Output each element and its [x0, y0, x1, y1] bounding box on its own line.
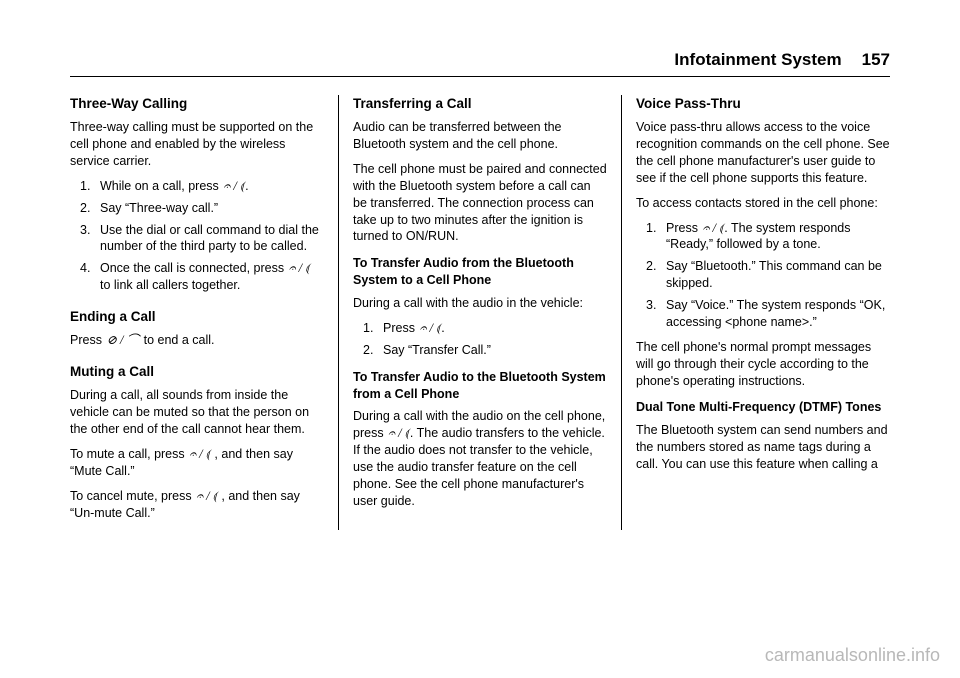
list-item: Press 𝄐 / ⟬.: [353, 320, 607, 337]
list-voice-passthru: Press 𝄐 / ⟬. The system responds “Ready,…: [636, 220, 890, 331]
column-2: Transferring a Call Audio can be transfe…: [339, 95, 622, 530]
para: The cell phone must be paired and connec…: [353, 161, 607, 245]
page-header: Infotainment System 157: [70, 50, 890, 77]
heading-ending: Ending a Call: [70, 308, 324, 326]
para: To access contacts stored in the cell ph…: [636, 195, 890, 212]
list-transfer-from: Press 𝄐 / ⟬. Say “Transfer Call.”: [353, 320, 607, 359]
para: The Bluetooth system can send numbers an…: [636, 422, 890, 473]
talk-icon: 𝄐 / ⟬: [701, 220, 724, 237]
list-item: Say “Transfer Call.”: [353, 342, 607, 359]
list-item: Say “Voice.” The system responds “OK, ac…: [636, 297, 890, 331]
heading-muting: Muting a Call: [70, 363, 324, 381]
talk-icon: 𝄐 / ⟬: [222, 178, 245, 195]
heading-three-way: Three-Way Calling: [70, 95, 324, 113]
talk-icon: 𝄐 / ⟬: [418, 320, 441, 337]
list-item: Use the dial or call command to dial the…: [70, 222, 324, 256]
para: Press ⊘ / ⌒ to end a call.: [70, 332, 324, 349]
talk-icon: 𝄐 / ⟬: [188, 446, 211, 463]
subheading: To Transfer Audio to the Bluetooth Syste…: [353, 369, 607, 403]
para: During a call, all sounds from inside th…: [70, 387, 324, 438]
list-item: Once the call is connected, press 𝄐 / ⟬ …: [70, 260, 324, 294]
list-item: Say “Bluetooth.” This command can be ski…: [636, 258, 890, 292]
subheading: To Transfer Audio from the Bluetooth Sys…: [353, 255, 607, 289]
list-item: While on a call, press 𝄐 / ⟬.: [70, 178, 324, 195]
talk-icon: 𝄐 / ⟬: [288, 260, 311, 277]
watermark: carmanualsonline.info: [765, 645, 940, 666]
para: Voice pass-thru allows access to the voi…: [636, 119, 890, 187]
para: During a call with the audio on the cell…: [353, 408, 607, 509]
column-3: Voice Pass-Thru Voice pass-thru allows a…: [622, 95, 890, 530]
header-title: Infotainment System: [674, 50, 841, 70]
para: Audio can be transferred between the Blu…: [353, 119, 607, 153]
list-three-way: While on a call, press 𝄐 / ⟬. Say “Three…: [70, 178, 324, 294]
subheading: Dual Tone Multi-Frequency (DTMF) Tones: [636, 399, 890, 416]
para: Three-way calling must be supported on t…: [70, 119, 324, 170]
para: During a call with the audio in the vehi…: [353, 295, 607, 312]
talk-icon: 𝄐 / ⟬: [195, 488, 218, 505]
para: To cancel mute, press 𝄐 / ⟬ , and then s…: [70, 488, 324, 522]
heading-transferring: Transferring a Call: [353, 95, 607, 113]
list-item: Press 𝄐 / ⟬. The system responds “Ready,…: [636, 220, 890, 254]
end-icon: ⊘ / ⌒: [105, 332, 140, 349]
content-columns: Three-Way Calling Three-way calling must…: [70, 95, 890, 530]
list-item: Say “Three-way call.”: [70, 200, 324, 217]
header-page-number: 157: [862, 50, 890, 70]
para: To mute a call, press 𝄐 / ⟬ , and then s…: [70, 446, 324, 480]
talk-icon: 𝄐 / ⟬: [387, 425, 410, 442]
para: The cell phone's normal prompt messages …: [636, 339, 890, 390]
column-1: Three-Way Calling Three-way calling must…: [70, 95, 339, 530]
heading-voice-passthru: Voice Pass-Thru: [636, 95, 890, 113]
